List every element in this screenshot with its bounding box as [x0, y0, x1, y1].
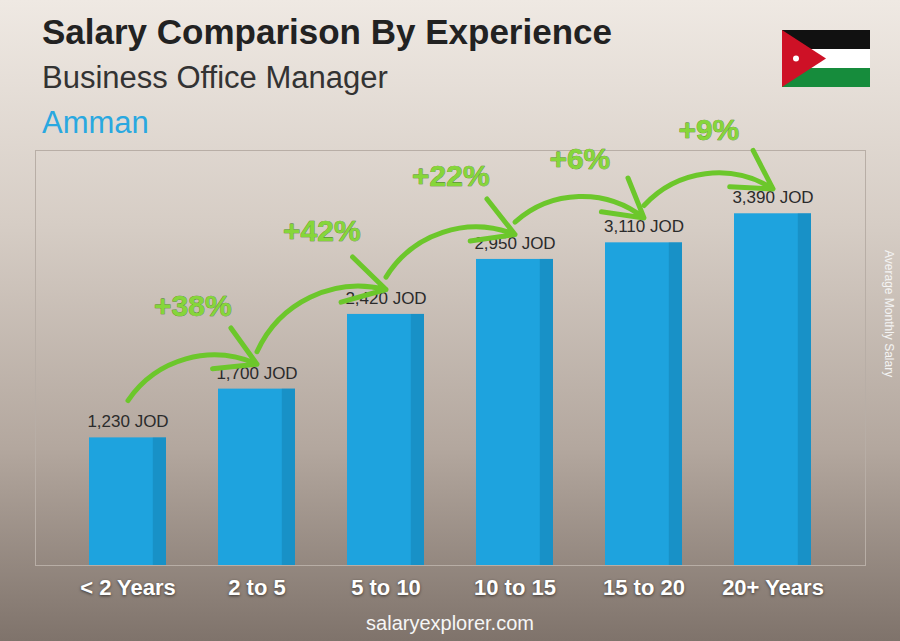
svg-text:+9%: +9%: [678, 113, 739, 146]
svg-text:3,110 JOD: 3,110 JOD: [604, 217, 684, 237]
html-text:Salary Comparison By Experienc: Salary Comparison By Experience: [42, 12, 612, 51]
svg-text:1,700 JOD: 1,700 JOD: [216, 363, 298, 383]
svg-text:+22%: +22%: [412, 159, 490, 192]
html-text:salaryexplorer.com: salaryexplorer.com: [366, 612, 534, 634]
svg-text:2 to 5: 2 to 5: [228, 575, 285, 600]
svg-text:1,230 JOD: 1,230 JOD: [87, 412, 168, 431]
svg-text:20+ Years: 20+ Years: [722, 575, 824, 600]
svg-text:2,950 JOD: 2,950 JOD: [474, 233, 556, 253]
svg-text:2,420 JOD: 2,420 JOD: [345, 288, 427, 308]
svg-text:15 to 20: 15 to 20: [603, 575, 685, 600]
svg-text:5 to 10: 5 to 10: [351, 575, 421, 600]
svg-text:10 to 15: 10 to 15: [474, 575, 556, 600]
svg-text:< 2 Years: < 2 Years: [80, 575, 176, 600]
svg-text:3,390 JOD: 3,390 JOD: [732, 188, 814, 208]
svg-text:+42%: +42%: [283, 214, 361, 247]
html-text:Average Monthly Salary: Average Monthly Salary: [882, 250, 896, 378]
html-text:Amman: Amman: [42, 105, 149, 140]
svg-text:+6%: +6%: [549, 142, 610, 175]
svg-text:+38%: +38%: [154, 289, 232, 322]
html-text:Business Office Manager: Business Office Manager: [42, 60, 388, 95]
